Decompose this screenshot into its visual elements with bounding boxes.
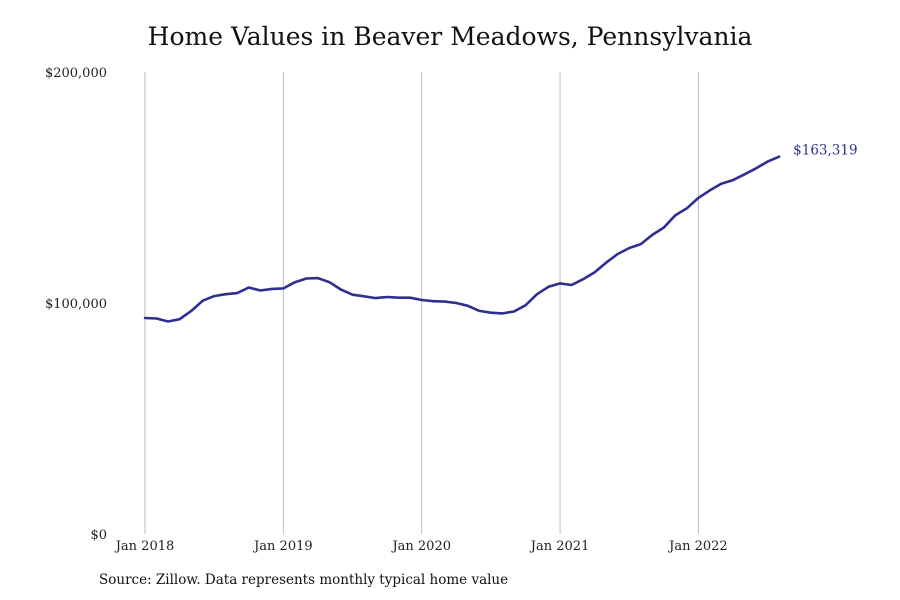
vertical-gridlines <box>144 72 699 534</box>
y-axis-tick-labels: $0 $100,000 $200,000 <box>45 66 107 543</box>
y-tick-label: $100,000 <box>45 297 107 312</box>
x-axis-tick-labels: Jan 2018 Jan 2019 Jan 2020 Jan 2021 Jan 2022 <box>114 539 728 554</box>
source-note: Source: Zillow. Data represents monthly … <box>99 572 509 588</box>
x-tick-label: Jan 2021 <box>529 539 590 554</box>
x-tick-label: Jan 2018 <box>114 539 175 554</box>
y-tick-label: $200,000 <box>45 66 107 81</box>
series-line <box>143 155 781 323</box>
end-value-label: $163,319 <box>793 143 857 159</box>
x-tick-label: Jan 2022 <box>667 539 728 554</box>
series-group: $163,319 <box>143 143 858 323</box>
x-tick-label: Jan 2020 <box>390 539 451 554</box>
y-tick-label: $0 <box>90 528 107 543</box>
x-tick-label: Jan 2019 <box>252 539 313 554</box>
chart-title: Home Values in Beaver Meadows, Pennsylva… <box>147 22 753 51</box>
